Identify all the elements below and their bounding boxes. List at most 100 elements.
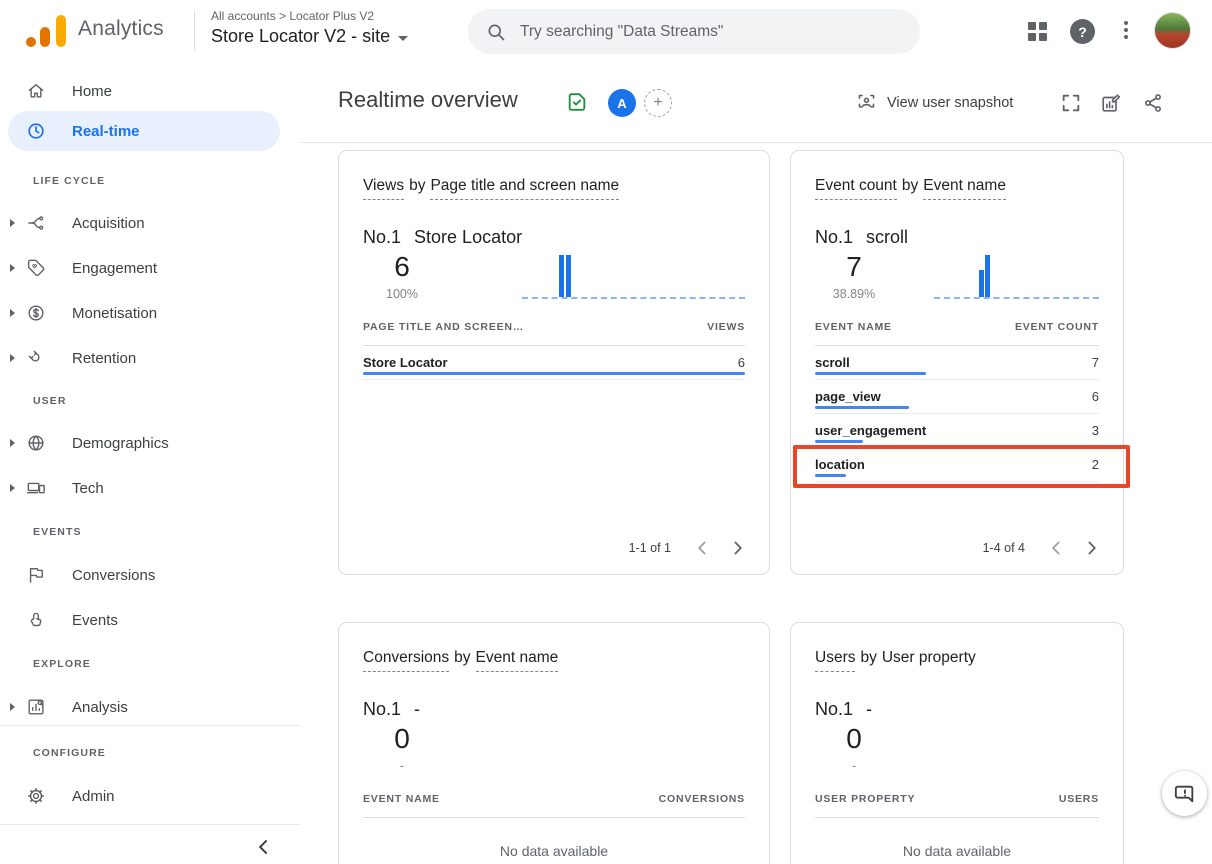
- rank-value: -: [414, 699, 421, 719]
- row-bar: [815, 440, 864, 443]
- prev-page-icon[interactable]: [691, 537, 713, 559]
- sidebar-item-events[interactable]: Events: [0, 598, 300, 642]
- sidebar-item-monetisation[interactable]: Monetisation: [0, 291, 300, 335]
- sidebar-item-engagement[interactable]: Engagement: [0, 246, 300, 290]
- dimension-selector-link[interactable]: Users: [815, 649, 856, 672]
- row-value: 3: [1091, 423, 1099, 438]
- table-header-row: EVENT NAME EVENT COUNT: [815, 321, 1099, 346]
- metric-column-header: VIEWS: [707, 321, 745, 333]
- sidebar-item-tech[interactable]: Tech: [0, 466, 300, 510]
- app-name: Analytics: [78, 17, 164, 40]
- share-icon[interactable]: [1142, 92, 1164, 114]
- sidebar-item-conversions[interactable]: Conversions: [0, 553, 300, 597]
- next-page-icon[interactable]: [727, 537, 749, 559]
- card-title-text: by: [901, 177, 919, 194]
- fullscreen-icon[interactable]: [1060, 92, 1082, 114]
- dimension-column-header: USER PROPERTY: [815, 793, 916, 805]
- spark-bar: [566, 255, 572, 297]
- table-row: page_view 6: [815, 380, 1099, 414]
- prev-page-icon[interactable]: [1045, 537, 1067, 559]
- card-title-text: by: [454, 649, 471, 666]
- dimension-selector-link[interactable]: Event name: [923, 177, 1006, 200]
- metric-block: 7 38.89%: [821, 251, 887, 301]
- collapse-sidebar-icon[interactable]: [250, 834, 276, 860]
- row-name: Store Locator: [363, 355, 448, 370]
- expand-caret-icon: [10, 219, 15, 227]
- mini-table: EVENT NAME EVENT COUNT scroll 7 page_view 6 us…: [793, 321, 1130, 488]
- spark-bar: [558, 255, 564, 297]
- acquisition-icon: [28, 216, 44, 230]
- table-row: Store Locator 6: [363, 346, 745, 380]
- events-tap-icon: [30, 612, 42, 627]
- conversions-flag-icon: [29, 568, 43, 583]
- expand-caret-icon: [10, 264, 15, 272]
- top-rank-row: No.1-: [363, 699, 420, 720]
- feedback-button[interactable]: [1162, 771, 1207, 816]
- user-avatar[interactable]: [1154, 12, 1191, 49]
- dimension-selector-link[interactable]: Conversions: [363, 649, 450, 672]
- sidebar-item-acquisition[interactable]: Acquisition: [0, 201, 300, 245]
- page-title: Realtime overview: [338, 87, 518, 112]
- engagement-tag-icon: [27, 259, 45, 277]
- top-rank-row: No.1 Store Locator: [363, 227, 522, 248]
- help-icon[interactable]: ?: [1070, 19, 1095, 44]
- row-bar: [363, 372, 745, 375]
- row-bar: [815, 372, 926, 375]
- dimension-selector-link[interactable]: Page title and screen name: [430, 177, 620, 200]
- card-title-text: by: [409, 177, 426, 194]
- next-page-icon[interactable]: [1081, 537, 1103, 559]
- edit-chart-icon[interactable]: [1100, 92, 1122, 114]
- metric-column-header: USERS: [1058, 793, 1099, 805]
- property-selector[interactable]: Store Locator V2 - site: [211, 26, 409, 47]
- sidebar-section-configure: CONFIGURE: [33, 747, 106, 759]
- sidebar-item-analysis[interactable]: Analysis: [0, 685, 300, 729]
- expand-caret-icon: [10, 354, 15, 362]
- row-name: scroll: [815, 355, 850, 370]
- dimension-selector-link[interactable]: Views: [363, 177, 405, 200]
- no-data-message: No data available: [902, 843, 1012, 859]
- breadcrumb[interactable]: All accounts > Locator Plus V2: [211, 9, 375, 23]
- conversions-by-event-name-card: Conversions by Event name No.1-0- EVENT NAME…: [338, 622, 770, 864]
- rank-label: No.1: [815, 699, 854, 719]
- table-header-row: USER PROPERTY USERS: [815, 793, 1099, 818]
- dimension-selector-link[interactable]: Event count: [815, 177, 897, 200]
- sidebar-item-realtime[interactable]: Real-time: [0, 109, 300, 153]
- expand-caret-icon: [10, 309, 15, 317]
- green-doc-check-icon: [568, 93, 586, 111]
- gear-icon: [28, 788, 45, 804]
- more-vert-icon[interactable]: [1124, 21, 1128, 42]
- sidebar-item-home[interactable]: Home: [0, 69, 300, 113]
- sidebar-section-explore: EXPLORE: [33, 658, 91, 670]
- monetisation-dollar-icon: [28, 305, 44, 321]
- row-bar: [815, 406, 909, 409]
- dimension-column-header: PAGE TITLE AND SCREEN…: [363, 321, 525, 333]
- sidebar-item-demographics[interactable]: Demographics: [0, 421, 300, 465]
- comparison-avatar[interactable]: A: [608, 89, 636, 117]
- rank-value: -: [866, 699, 873, 719]
- sidebar-item-retention[interactable]: Retention: [0, 336, 300, 380]
- add-comparison-button[interactable]: +: [644, 89, 672, 117]
- metric-block: 0-: [369, 723, 435, 773]
- metric-block: 0-: [821, 723, 887, 773]
- table-header-row: PAGE TITLE AND SCREEN… VIEWS: [363, 321, 745, 346]
- sidebar-item-admin[interactable]: Admin: [0, 774, 300, 818]
- sidebar: Home Real-time LIFE CYCLE Acquisition: [0, 62, 300, 864]
- sidebar-section-user: USER: [33, 395, 67, 407]
- sidebar-section-lifecycle: LIFE CYCLE: [33, 175, 106, 187]
- pagination-label: 1-4 of 4: [982, 541, 1025, 555]
- metric-value: 0: [846, 723, 862, 754]
- dimension-selector-link[interactable]: Event name: [475, 649, 559, 672]
- sidebar-divider: [0, 725, 300, 726]
- card-title-text: User property: [881, 649, 976, 666]
- row-value: 6: [737, 355, 745, 370]
- analytics-logo-icon[interactable]: [24, 13, 70, 49]
- view-user-snapshot-button[interactable]: View user snapshot: [856, 92, 1013, 113]
- event-count-by-event-name-card: Event count by Event name No.1 scroll 7 38.89%…: [790, 150, 1130, 575]
- apps-grid-icon[interactable]: [1028, 22, 1047, 41]
- expand-caret-icon: [10, 484, 15, 492]
- search-input[interactable]: Try searching "Data Streams": [468, 9, 920, 54]
- metric-percent: 38.89%: [832, 287, 876, 301]
- header-divider: [194, 11, 195, 51]
- top-rank-row: No.1-: [815, 699, 872, 720]
- metric-column-header: CONVERSIONS: [658, 793, 745, 805]
